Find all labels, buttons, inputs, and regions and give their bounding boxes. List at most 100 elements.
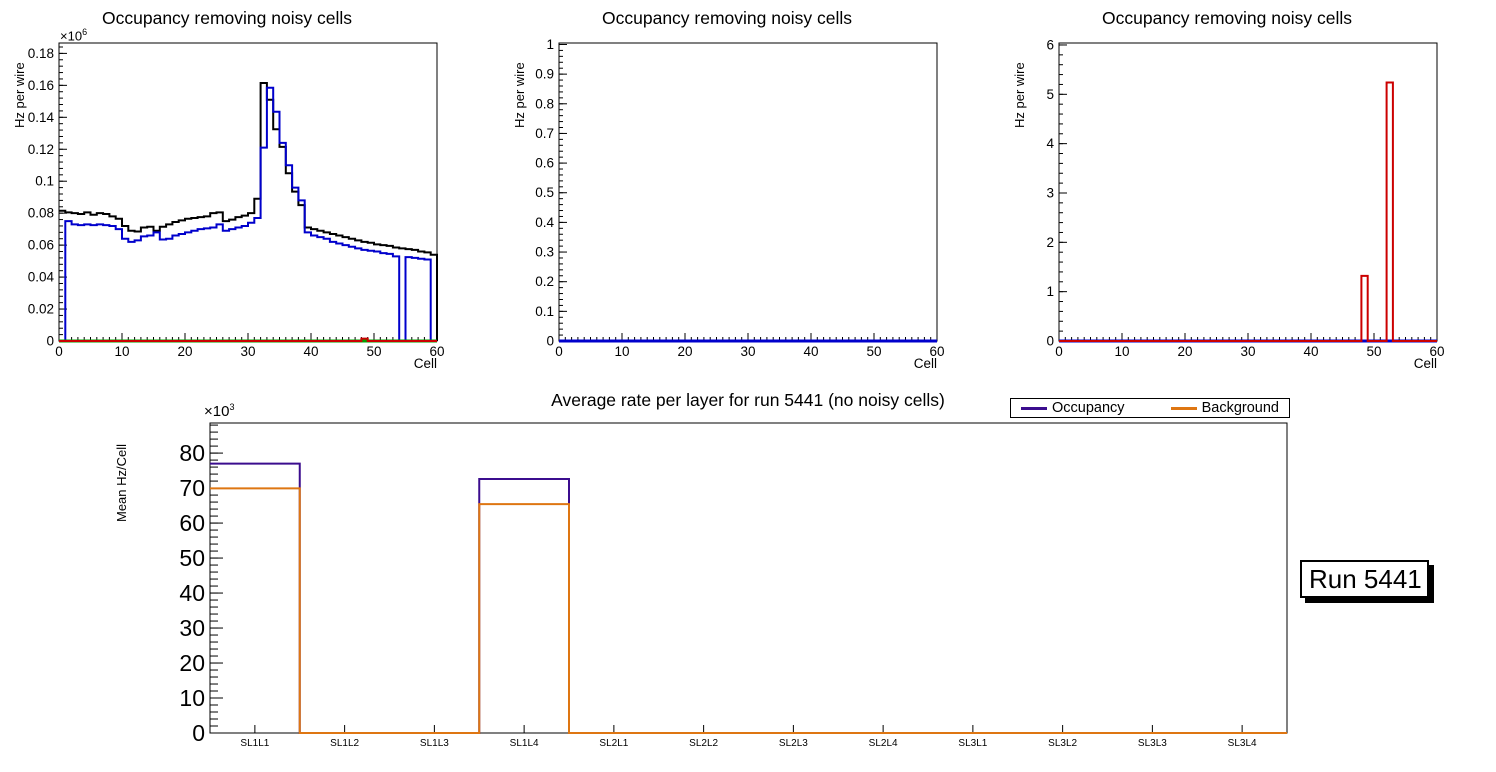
x-tick-label: SL3L1 bbox=[958, 738, 987, 749]
exponent-base: ×10 bbox=[60, 28, 83, 44]
y-tick-label: 0.04 bbox=[28, 270, 55, 285]
y-tick-label: 0.2 bbox=[535, 274, 554, 289]
y-tick-label: 0.4 bbox=[535, 215, 554, 230]
y-tick-label: 0.16 bbox=[28, 78, 54, 93]
y-tick-label: 0.5 bbox=[535, 185, 554, 200]
occupancy-middle-chart: 0 10 20 30 40 50 60 0 0.1 0.2 0.3 0.4 0.5 0.6 0.7 0.8 0.… bbox=[535, 37, 944, 359]
y-tick-label: 1 bbox=[546, 37, 554, 52]
y-axis-title-middle: Hz per wire bbox=[512, 62, 527, 128]
y-tick-label: 0.7 bbox=[535, 126, 554, 141]
exponent-power: 3 bbox=[229, 402, 235, 412]
x-tick-label: 20 bbox=[177, 344, 192, 359]
legend-entry-background: Background bbox=[1170, 400, 1279, 416]
y-tick-label: 10 bbox=[179, 685, 205, 711]
y-tick-label: 0.18 bbox=[28, 46, 54, 61]
plot-frame bbox=[558, 42, 938, 342]
series-red-noisy-cells bbox=[59, 337, 437, 342]
y-tick-label: 6 bbox=[1046, 37, 1054, 52]
x-tick-label: 30 bbox=[240, 344, 255, 359]
exponent-power: 6 bbox=[82, 27, 88, 37]
legend-entry-occupancy: Occupancy bbox=[1021, 400, 1125, 416]
plot-title-occupancy-left: Occupancy removing noisy cells bbox=[102, 8, 352, 28]
y-axis-exponent-bottom: ×103 bbox=[204, 402, 234, 420]
y-tick-label: 3 bbox=[1046, 185, 1054, 200]
y-tick-label: 4 bbox=[1046, 136, 1054, 151]
y-tick-label: 0.3 bbox=[535, 245, 554, 260]
x-tick-label: SL2L1 bbox=[599, 738, 628, 749]
y-tick-label: 0.1 bbox=[35, 174, 54, 189]
occupancy-left-chart: 0 10 20 30 40 50 60 0 0.02 0.04 0.06 0.08 0.1 0.12 0.1… bbox=[28, 42, 445, 359]
x-tick-label: 20 bbox=[677, 344, 692, 359]
y-tick-label: 0.1 bbox=[535, 304, 554, 319]
x-tick-label: 0 bbox=[55, 344, 63, 359]
plot-frame bbox=[1058, 42, 1438, 342]
x-tick-label: 10 bbox=[614, 344, 629, 359]
y-tick-label: 1 bbox=[1046, 284, 1054, 299]
x-axis-title-right: Cell bbox=[1413, 356, 1437, 371]
occupancy-line-swatch bbox=[1021, 406, 1047, 410]
series-red-noisy-cell-spikes bbox=[1059, 81, 1437, 342]
plot-frame bbox=[58, 42, 438, 342]
x-tick-label: SL1L2 bbox=[330, 738, 359, 749]
x-tick-label: 0 bbox=[555, 344, 563, 359]
y-tick-label: 5 bbox=[1046, 87, 1054, 102]
x-axis-title-left: Cell bbox=[413, 356, 437, 371]
x-tick-label: SL3L4 bbox=[1228, 738, 1257, 749]
y-tick-label: 2 bbox=[1046, 235, 1054, 250]
x-tick-label: 50 bbox=[366, 344, 381, 359]
y-tick-label: 0.12 bbox=[28, 142, 54, 157]
x-tick-label: 30 bbox=[740, 344, 755, 359]
legend-label-background: Background bbox=[1201, 400, 1279, 416]
y-tick-label: 0 bbox=[192, 720, 205, 746]
plot-title-occupancy-middle: Occupancy removing noisy cells bbox=[602, 8, 852, 28]
x-tick-label: 0 bbox=[1055, 344, 1063, 359]
average-rate-chart: SL1L1 SL1L2 SL1L3 SL1L4 SL2L1 SL2L2 SL2L3 SL2L4… bbox=[179, 422, 1288, 749]
y-tick-label: 70 bbox=[179, 475, 205, 501]
y-tick-label: 0.06 bbox=[28, 238, 54, 253]
y-tick-label: 40 bbox=[179, 580, 205, 606]
y-axis-exponent-left: ×106 bbox=[60, 27, 87, 43]
y-axis-title-left: Hz per wire bbox=[12, 62, 27, 128]
plot-title-average-rate: Average rate per layer for run 5441 (no … bbox=[551, 390, 945, 410]
legend: Occupancy Background bbox=[1010, 398, 1290, 418]
y-tick-label: 0 bbox=[1046, 334, 1054, 349]
x-tick-label: 60 bbox=[429, 344, 444, 359]
run-label-box: Run 5441 bbox=[1300, 560, 1429, 598]
x-tick-label: SL1L1 bbox=[240, 738, 269, 749]
y-tick-label: 0.14 bbox=[28, 110, 55, 125]
series-Background bbox=[210, 487, 1287, 734]
x-tick-label: 10 bbox=[114, 344, 129, 359]
x-axis-title-middle: Cell bbox=[913, 356, 937, 371]
x-tick-label: 60 bbox=[1429, 344, 1444, 359]
x-tick-label: 10 bbox=[1114, 344, 1129, 359]
x-tick-label: SL1L3 bbox=[420, 738, 449, 749]
y-tick-label: 80 bbox=[179, 440, 205, 466]
y-tick-label: 30 bbox=[179, 615, 205, 641]
run-label-text: Run 5441 bbox=[1309, 564, 1422, 594]
x-tick-label: 40 bbox=[803, 344, 818, 359]
y-axis-title-right: Hz per wire bbox=[1012, 62, 1027, 128]
y-tick-label: 0.9 bbox=[535, 67, 554, 82]
plot-frame bbox=[209, 422, 1288, 734]
y-tick-label: 60 bbox=[179, 510, 205, 536]
x-tick-label: SL3L3 bbox=[1138, 738, 1167, 749]
x-tick-label: SL2L4 bbox=[869, 738, 898, 749]
y-tick-label: 0.8 bbox=[535, 96, 554, 111]
x-tick-label: 50 bbox=[866, 344, 881, 359]
plot-title-occupancy-right: Occupancy removing noisy cells bbox=[1102, 8, 1352, 28]
occupancy-right-chart: 0 10 20 30 40 50 60 0 1 2 3 4 5 6 bbox=[1046, 37, 1444, 359]
series-black-occupancy-all-cells bbox=[59, 81, 438, 341]
y-tick-label: 0.6 bbox=[535, 156, 554, 171]
series-blue-occupancy-no-noisy-cells bbox=[59, 86, 437, 342]
exponent-base: ×10 bbox=[204, 403, 230, 420]
y-tick-label: 0 bbox=[46, 334, 54, 349]
y-axis-title-bottom: Mean Hz/Cell bbox=[114, 443, 129, 522]
series-Occupancy bbox=[210, 462, 1287, 734]
x-tick-label: 20 bbox=[1177, 344, 1192, 359]
y-tick-label: 0.08 bbox=[28, 206, 54, 221]
x-tick-label: 40 bbox=[303, 344, 318, 359]
x-tick-label: SL1L4 bbox=[510, 738, 539, 749]
y-tick-label: 50 bbox=[179, 545, 205, 571]
